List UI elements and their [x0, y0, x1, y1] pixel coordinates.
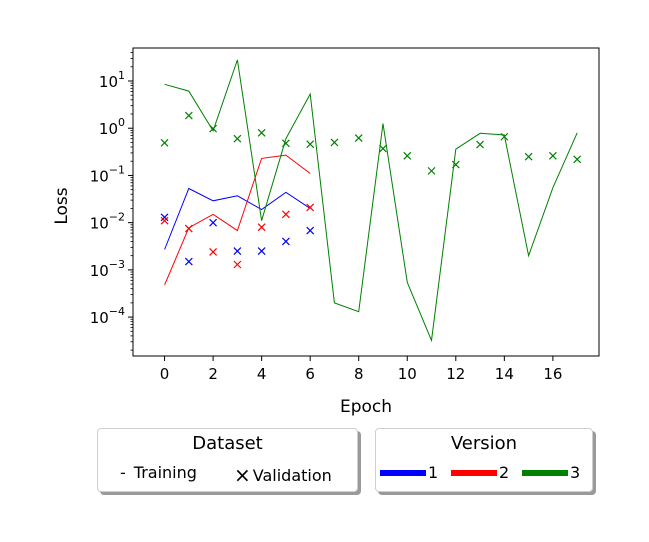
training-line-symbol: - — [120, 463, 126, 482]
legend-label-validation: Validation — [252, 465, 332, 485]
legend-label-version-2: 2 — [499, 463, 510, 482]
x-tick-label: 10 — [398, 365, 417, 383]
series-line-version-3 — [164, 59, 578, 343]
series-line-version-2 — [164, 154, 311, 286]
validation-point-version-2 — [160, 216, 169, 225]
legend-item-validation: × Validation — [234, 463, 332, 487]
legend-item-training: - Training — [120, 463, 197, 482]
x-tick-label: 14 — [495, 365, 514, 383]
x-tick-label: 4 — [257, 365, 267, 383]
x-tick-label: 2 — [208, 365, 218, 383]
validation-point-version-3 — [281, 139, 290, 148]
validation-point-version-3 — [500, 132, 509, 141]
validation-point-version-1 — [306, 226, 315, 235]
version-3-swatch — [522, 469, 568, 476]
legend-label-version-1: 1 — [428, 463, 439, 482]
validation-point-version-3 — [548, 151, 557, 160]
x-tick-label: 16 — [543, 365, 562, 383]
validation-point-version-3 — [573, 155, 582, 164]
x-tick-label: 0 — [160, 365, 170, 383]
version-legend: Version 1 2 3 — [375, 428, 593, 492]
validation-point-version-3 — [451, 160, 460, 169]
plot-area — [160, 59, 582, 343]
x-tick-label: 6 — [305, 365, 315, 383]
validation-point-version-1 — [257, 247, 266, 256]
x-tick-label: 12 — [446, 365, 465, 383]
y-tick-label: 100 — [99, 116, 125, 138]
version-1-swatch — [380, 469, 426, 476]
validation-point-version-3 — [524, 152, 533, 161]
validation-point-version-3 — [209, 124, 218, 133]
validation-point-version-3 — [379, 144, 387, 153]
validation-point-version-3 — [427, 166, 436, 175]
plot-frame — [132, 47, 600, 357]
y-axis-label: Loss — [52, 187, 72, 224]
x-tick-label: 8 — [354, 365, 364, 383]
validation-point-version-2 — [209, 248, 218, 256]
version-2-swatch — [451, 469, 497, 476]
legend-item-version-2: 2 — [451, 463, 509, 482]
validation-point-version-3 — [476, 140, 484, 149]
validation-point-version-2 — [281, 210, 290, 219]
validation-point-version-3 — [330, 138, 339, 147]
legend-label-version-3: 3 — [570, 463, 581, 482]
dataset-legend-title: Dataset — [192, 433, 263, 454]
dataset-legend: Dataset - Training × Validation — [97, 428, 358, 492]
x-axis-label: Epoch — [340, 397, 392, 417]
y-tick-label: 10−1 — [90, 163, 125, 185]
y-tick-label: 10−2 — [90, 211, 125, 233]
validation-point-version-3 — [233, 134, 242, 143]
validation-cross-symbol: × — [234, 463, 251, 487]
validation-point-version-3 — [257, 128, 266, 137]
y-tick-label: 10−3 — [90, 258, 125, 280]
validation-point-version-3 — [160, 138, 169, 147]
legend-item-version-1: 1 — [380, 463, 438, 482]
validation-point-version-2 — [233, 260, 242, 269]
validation-point-version-3 — [403, 151, 412, 160]
legend-item-version-3: 3 — [522, 463, 580, 482]
validation-point-version-1 — [281, 237, 290, 246]
y-tick-label: 101 — [99, 69, 125, 91]
validation-point-version-1 — [233, 247, 242, 256]
y-tick-label: 10−4 — [90, 305, 125, 327]
validation-point-version-3 — [184, 111, 193, 120]
validation-point-version-3 — [354, 134, 363, 142]
series-line-version-1 — [164, 187, 311, 250]
validation-point-version-2 — [306, 203, 315, 212]
validation-point-version-1 — [184, 257, 193, 266]
legend-label-training: Training — [133, 463, 197, 482]
validation-point-version-1 — [160, 213, 169, 222]
axes: 0 2 4 6 8 10 12 14 16 10−4 10−3 10−2 10−1 100 101 — [90, 47, 600, 383]
validation-point-version-1 — [209, 218, 218, 227]
validation-point-version-2 — [184, 224, 193, 233]
validation-point-version-2 — [257, 223, 266, 232]
validation-point-version-3 — [306, 140, 315, 149]
version-legend-title: Version — [450, 433, 518, 454]
